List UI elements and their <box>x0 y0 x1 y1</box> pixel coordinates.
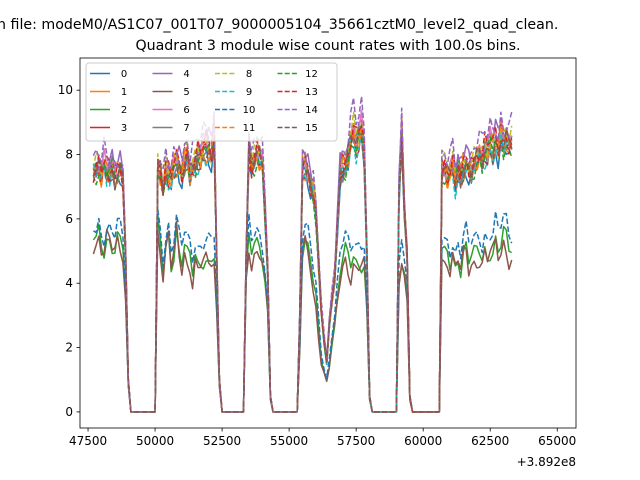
series-line-14 <box>92 95 513 413</box>
series-layer <box>92 95 513 413</box>
legend-label-11: 11 <box>243 123 256 134</box>
legend-label-14: 14 <box>305 105 318 116</box>
legend-label-6: 6 <box>183 105 189 116</box>
legend-label-10: 10 <box>243 105 256 116</box>
x-tick-label: 47500 <box>69 434 107 448</box>
y-tick-label: 8 <box>65 148 73 162</box>
x-tick-label: 57500 <box>337 434 375 448</box>
y-tick-label: 2 <box>65 341 73 355</box>
x-tick-label: 52500 <box>203 434 241 448</box>
legend-label-4: 4 <box>183 69 189 80</box>
legend-label-3: 3 <box>121 123 127 134</box>
legend-label-8: 8 <box>246 69 252 80</box>
chart-title: Quadrant 3 module wise count rates with … <box>135 38 520 54</box>
y-tick-label: 6 <box>65 212 73 226</box>
y-tick-label: 4 <box>65 276 73 290</box>
x-offset-label: +3.892e8 <box>517 455 576 469</box>
axes-layer: 47500 50000 52500 55000 57500 60000 62500 65000… <box>58 83 577 448</box>
legend-label-9: 9 <box>246 87 252 98</box>
y-tick-label: 10 <box>58 83 73 97</box>
series-line-11 <box>92 116 513 413</box>
y-tick-label: 0 <box>65 405 73 419</box>
legend-label-1: 1 <box>121 87 127 98</box>
legend-label-15: 15 <box>305 123 318 134</box>
series-line-12 <box>92 124 513 413</box>
series-line-15 <box>92 128 513 413</box>
legend-label-12: 12 <box>305 69 318 80</box>
plot-frame <box>79 57 577 429</box>
x-tick-label: 50000 <box>136 434 174 448</box>
x-tick-label: 65000 <box>538 434 576 448</box>
figure-suptitle: n file: modeM0/AS1C07_001T07_9000005104_… <box>0 17 558 33</box>
legend-label-13: 13 <box>305 87 318 98</box>
x-tick-label: 60000 <box>404 434 442 448</box>
legend-label-0: 0 <box>121 69 127 80</box>
legend-label-5: 5 <box>183 87 189 98</box>
legend-label-2: 2 <box>121 105 127 116</box>
legend-box <box>85 62 338 142</box>
x-tick-label: 55000 <box>270 434 308 448</box>
x-tick-label: 62500 <box>471 434 509 448</box>
legend-label-7: 7 <box>183 123 189 134</box>
